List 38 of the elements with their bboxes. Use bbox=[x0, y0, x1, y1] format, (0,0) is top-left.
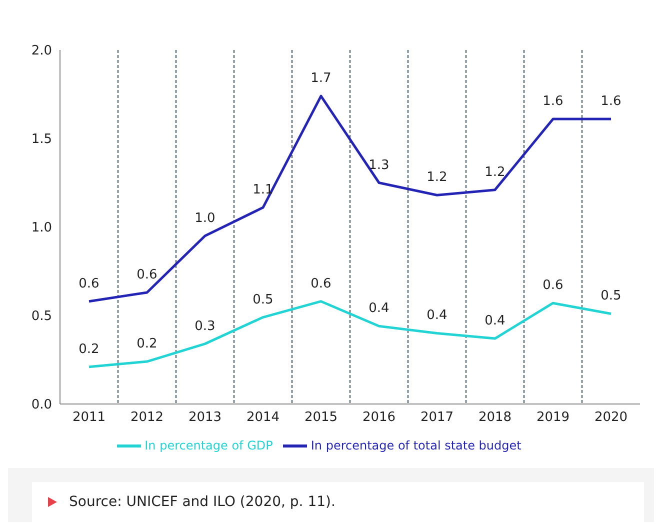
x-tick-label: 2014 bbox=[246, 410, 280, 426]
data-label: 0.6 bbox=[136, 267, 158, 282]
x-tick-label: 2015 bbox=[304, 410, 338, 426]
data-label: 0.4 bbox=[368, 301, 390, 316]
legend-label: In percentage of GDP bbox=[144, 438, 273, 452]
data-label: 1.2 bbox=[484, 164, 506, 180]
data-label: 1.1 bbox=[252, 182, 274, 198]
data-label: 1.2 bbox=[426, 170, 448, 186]
data-label: 0.4 bbox=[426, 308, 448, 324]
data-label: 0.2 bbox=[136, 336, 158, 352]
x-tick-label: 2016 bbox=[362, 410, 396, 426]
data-label: 0.6 bbox=[310, 276, 332, 292]
x-tick-label: 2020 bbox=[594, 410, 628, 426]
source-note: Source: UNICEF and ILO (2020, p. 11). bbox=[69, 494, 336, 510]
y-tick-label: 0.5 bbox=[31, 309, 52, 324]
y-tick-label: 0.0 bbox=[31, 398, 52, 413]
x-tick-label: 2019 bbox=[536, 410, 570, 426]
data-label: 0.5 bbox=[600, 288, 622, 304]
data-label: 0.2 bbox=[78, 342, 100, 357]
x-tick-label: 2017 bbox=[420, 410, 454, 426]
data-label: 1.0 bbox=[194, 210, 216, 226]
data-label: 0.3 bbox=[194, 318, 216, 334]
x-tick-label: 2012 bbox=[130, 410, 164, 426]
data-label: 0.6 bbox=[78, 276, 100, 292]
x-tick-label: 2018 bbox=[478, 410, 512, 426]
y-tick-label: 2.0 bbox=[31, 44, 52, 59]
data-label: 1.7 bbox=[310, 71, 332, 86]
data-label: 0.5 bbox=[252, 292, 274, 308]
data-label: 0.6 bbox=[542, 278, 564, 294]
legend-label: In percentage of total state budget bbox=[310, 438, 522, 452]
y-tick-label: 1.5 bbox=[31, 132, 52, 148]
x-tick-label: 2013 bbox=[188, 410, 222, 426]
data-label: 1.6 bbox=[600, 94, 622, 110]
data-label: 1.6 bbox=[542, 94, 564, 110]
x-tick-label: 2011 bbox=[72, 410, 106, 426]
data-label: 1.3 bbox=[368, 158, 390, 173]
data-label: 0.4 bbox=[484, 314, 506, 329]
y-tick-label: 1.0 bbox=[31, 220, 52, 236]
